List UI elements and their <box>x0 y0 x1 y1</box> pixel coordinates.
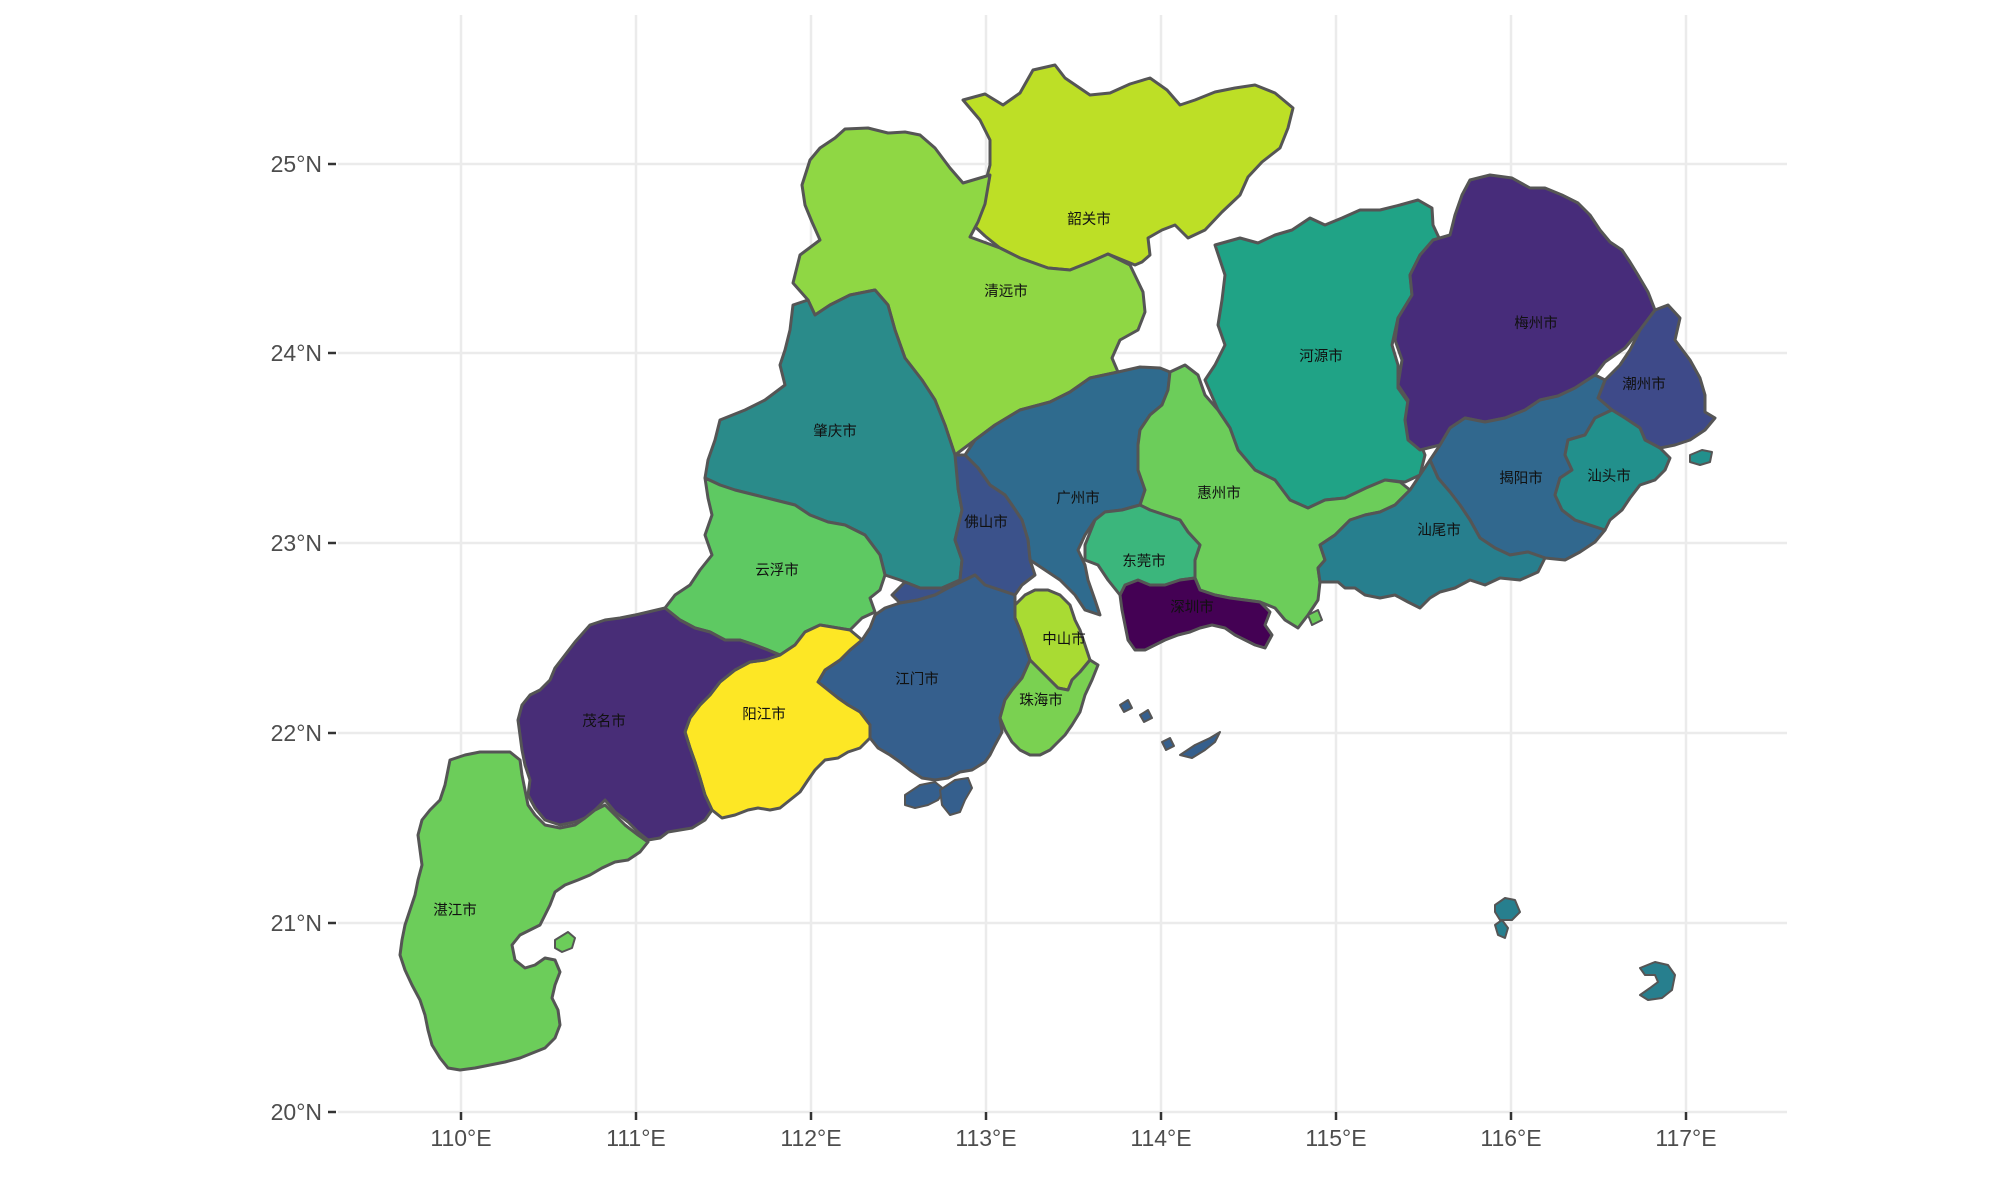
region-shenzhen[interactable] <box>1118 576 1274 652</box>
x-tick-label: 112°E <box>780 1125 841 1151</box>
y-axis: 25°N 24°N 23°N 22°N 21°N 20°N <box>271 151 336 1125</box>
island <box>904 781 946 809</box>
region-label: 中山市 <box>1042 631 1086 648</box>
x-axis: 110°E 111°E 112°E 113°E 114°E 115°E 116°… <box>430 1112 1717 1151</box>
island <box>939 777 973 816</box>
x-tick-label: 114°E <box>1130 1125 1191 1151</box>
region-shantou[interactable] <box>1553 408 1672 532</box>
region-label: 东莞市 <box>1122 553 1166 570</box>
region-label: 揭阳市 <box>1499 470 1543 487</box>
island <box>1161 737 1175 751</box>
region-label: 珠海市 <box>1019 692 1063 709</box>
island <box>1639 961 1676 1001</box>
x-tick-label: 113°E <box>955 1125 1016 1151</box>
region-label: 韶关市 <box>1067 211 1111 228</box>
region-label: 江门市 <box>895 671 939 688</box>
y-tick-label: 24°N <box>271 340 322 366</box>
region-maoming[interactable] <box>516 606 782 842</box>
region-shanwei[interactable] <box>1316 458 1547 610</box>
region-label: 广州市 <box>1056 490 1100 507</box>
island <box>1139 709 1153 723</box>
x-tick-label: 116°E <box>1480 1125 1541 1151</box>
island <box>1689 449 1713 466</box>
region-labels: 韶关市 清远市 河源市 梅州市 潮州市 肇庆市 广州市 惠州市 揭阳市 汕头市 … <box>433 211 1666 919</box>
island <box>1494 919 1509 939</box>
region-label: 潮州市 <box>1622 376 1666 393</box>
regions <box>398 63 1717 1072</box>
x-tick-label: 115°E <box>1305 1125 1366 1151</box>
x-tick-label: 117°E <box>1655 1125 1716 1151</box>
x-tick-label: 111°E <box>606 1125 666 1151</box>
island <box>1119 699 1133 713</box>
y-tick-label: 21°N <box>271 910 322 936</box>
y-tick-label: 23°N <box>271 530 322 556</box>
region-shaoguan[interactable] <box>961 63 1295 272</box>
region-label: 佛山市 <box>964 514 1008 531</box>
region-label: 汕头市 <box>1587 468 1631 485</box>
region-label: 肇庆市 <box>813 423 857 440</box>
region-label: 阳江市 <box>742 706 786 723</box>
region-label: 惠州市 <box>1197 485 1241 502</box>
y-tick-label: 20°N <box>271 1099 322 1125</box>
region-zhuhai[interactable] <box>998 658 1100 757</box>
islands <box>554 449 1713 1001</box>
region-zhanjiang[interactable] <box>398 750 650 1072</box>
island <box>1494 897 1521 921</box>
region-label: 梅州市 <box>1514 315 1558 332</box>
region-label: 深圳市 <box>1170 599 1214 616</box>
region-label: 汕尾市 <box>1417 522 1461 539</box>
island <box>1179 731 1221 759</box>
y-tick-label: 25°N <box>271 151 322 177</box>
region-label: 清远市 <box>984 283 1028 300</box>
region-chaozhou[interactable] <box>1596 303 1717 450</box>
region-zhaoqing[interactable] <box>703 288 967 590</box>
region-label: 湛江市 <box>433 902 477 919</box>
region-label: 云浮市 <box>755 562 799 579</box>
region-label: 茂名市 <box>582 713 626 730</box>
island <box>554 931 576 953</box>
region-label: 河源市 <box>1299 348 1343 365</box>
island <box>1307 609 1323 626</box>
x-tick-label: 110°E <box>430 1125 491 1151</box>
y-tick-label: 22°N <box>271 720 322 746</box>
